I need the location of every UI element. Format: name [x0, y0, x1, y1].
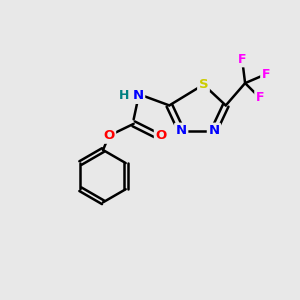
Text: N: N: [133, 89, 144, 102]
Text: F: F: [238, 53, 246, 66]
Text: N: N: [208, 124, 220, 137]
Text: F: F: [256, 92, 264, 104]
Text: S: S: [199, 78, 208, 91]
Text: O: O: [155, 129, 167, 142]
Text: O: O: [103, 129, 115, 142]
Text: H: H: [119, 89, 129, 102]
Text: N: N: [176, 124, 187, 137]
Text: F: F: [262, 68, 270, 81]
